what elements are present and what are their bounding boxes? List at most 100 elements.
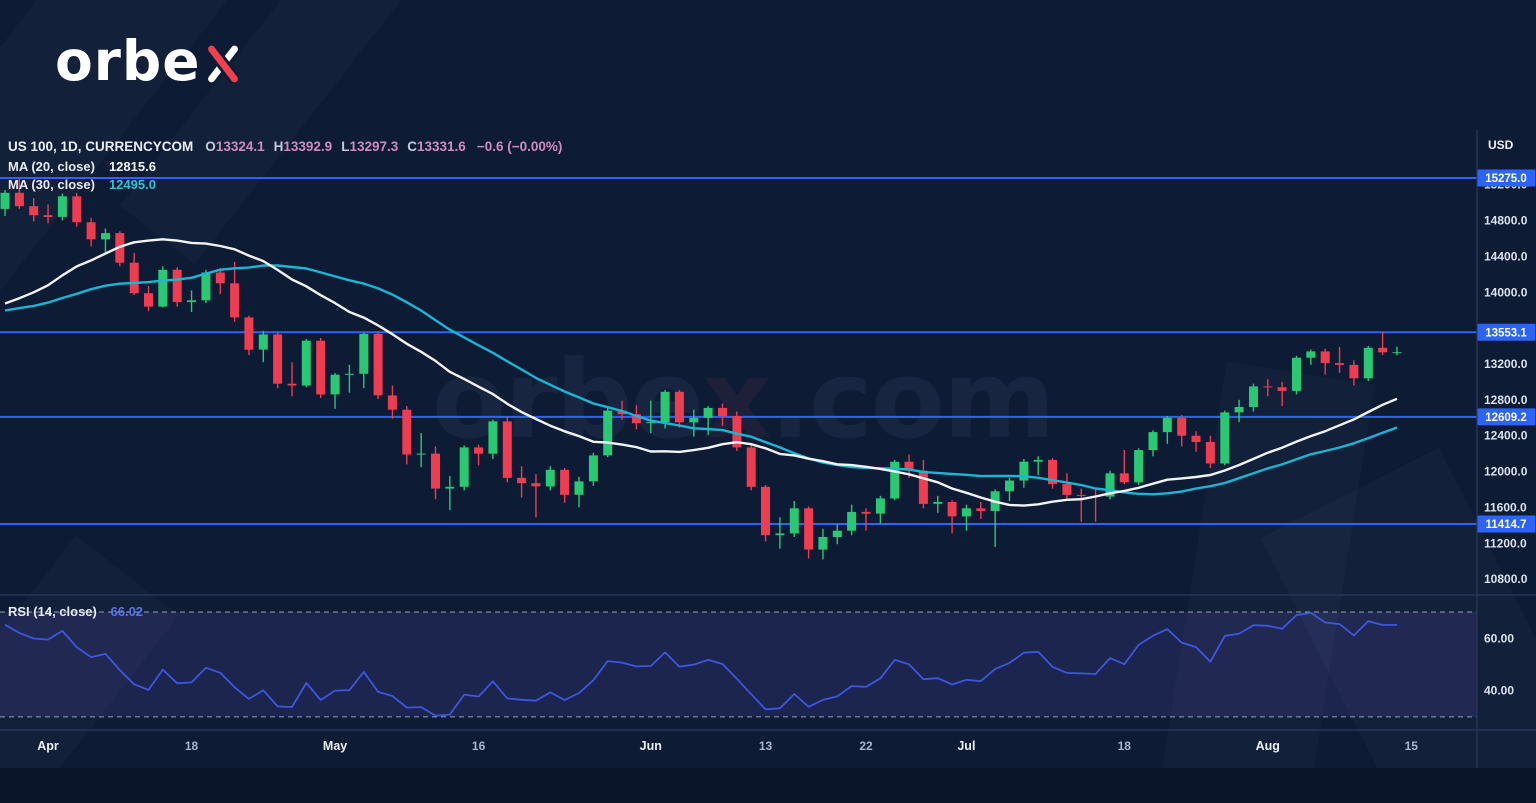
- candle-body: [631, 414, 641, 424]
- candle-body: [1378, 347, 1388, 353]
- candle-body: [201, 272, 211, 301]
- ma30-value: 12495.0: [108, 176, 156, 192]
- candle-body: [646, 422, 656, 424]
- price-level-badge-value: 15275.0: [1485, 173, 1527, 185]
- candle-body: [1249, 386, 1258, 407]
- time-axis-label: May: [323, 739, 347, 753]
- time-axis-label: Jul: [957, 739, 975, 753]
- candle-body: [1048, 459, 1057, 485]
- candle-body: [1349, 364, 1359, 379]
- candle-body: [1292, 357, 1301, 391]
- price-axis-tick: 12800.0: [1484, 393, 1528, 407]
- candle-body: [0, 192, 10, 209]
- candle-body: [230, 283, 240, 318]
- candle-body: [1306, 351, 1316, 358]
- candle-body: [674, 391, 684, 423]
- candle-body: [617, 410, 627, 415]
- orbex-logo: orbe: [55, 34, 243, 89]
- candle-body: [761, 486, 770, 536]
- candle-body: [144, 293, 153, 307]
- candle-body: [1134, 450, 1144, 483]
- ma20-line: [4, 238, 1398, 507]
- candle-body: [560, 469, 570, 495]
- candle-body: [373, 333, 383, 396]
- candle-body: [1162, 417, 1172, 433]
- rsi-line: [4, 611, 1398, 717]
- candle-body: [330, 374, 340, 395]
- candle-body: [1019, 461, 1029, 481]
- candle-body: [445, 486, 455, 489]
- candle-body: [933, 502, 943, 504]
- candle-body: [459, 447, 469, 487]
- time-axis-label: Apr: [37, 739, 59, 753]
- candle-body: [86, 222, 96, 240]
- candle-body: [1033, 459, 1043, 462]
- candle-body: [1119, 473, 1129, 483]
- candle-body: [732, 416, 742, 448]
- candle-body: [431, 453, 440, 489]
- chart-legend: US 100, 1D, CURRENCYCOM O13324.1 H13392.…: [8, 139, 562, 192]
- ma20-value: 12815.6: [108, 158, 156, 174]
- candle-body: [172, 269, 182, 303]
- ma20-label[interactable]: MA (20, close): [8, 158, 95, 174]
- ma30-legend-row: MA (30, close) 12495.0: [8, 177, 562, 192]
- candle-body: [832, 530, 842, 537]
- candle-body: [57, 196, 67, 217]
- candle-body: [101, 233, 110, 240]
- candle-body: [718, 407, 727, 416]
- candle-body: [1363, 347, 1373, 379]
- candle-body: [1220, 412, 1230, 464]
- time-axis[interactable]: Apr 18 May 16 Jun 13 22 Jul 18 Aug 15: [37, 739, 1418, 753]
- candle-body: [488, 421, 498, 454]
- candle-body: [316, 340, 326, 395]
- candle-body: [1335, 363, 1344, 365]
- candle-body: [1392, 352, 1402, 354]
- candle-body: [158, 269, 168, 307]
- logo-text: orbe: [55, 29, 201, 93]
- ohlc-high: H13392.9: [273, 139, 333, 154]
- candle-body: [502, 421, 512, 478]
- price-axis-tick: 10800.0: [1484, 572, 1528, 586]
- candle-body: [215, 272, 225, 284]
- candle-body: [1277, 387, 1287, 391]
- price-axis-tick: 13200.0: [1484, 357, 1528, 371]
- price-level-badge: [1477, 169, 1536, 187]
- rsi-legend-row: RSI (14, close) 66.02: [8, 604, 143, 619]
- candle-body: [1148, 432, 1158, 450]
- candle-body: [344, 373, 354, 375]
- candle-body: [29, 206, 39, 216]
- price-level-badge-value: 11414.7: [1486, 519, 1527, 531]
- price-axis-tick: 14800.0: [1484, 214, 1528, 228]
- price-axis-tick: 12400.0: [1484, 429, 1528, 443]
- ma30-label[interactable]: MA (30, close): [8, 176, 95, 192]
- candle-body: [574, 481, 584, 495]
- candle-body: [14, 192, 24, 207]
- candle-body: [387, 395, 397, 410]
- candle-body: [818, 537, 828, 550]
- candle-body: [43, 215, 53, 217]
- candle-body: [861, 511, 871, 514]
- candle-body: [1205, 442, 1215, 464]
- candle-body: [890, 461, 900, 499]
- rsi-band: [0, 612, 1477, 717]
- symbol-info-row: US 100, 1D, CURRENCYCOM O13324.1 H13392.…: [8, 139, 562, 154]
- candle-body: [875, 498, 885, 514]
- candle-body: [1105, 473, 1115, 497]
- symbol-title[interactable]: US 100, 1D, CURRENCYCOM: [8, 139, 194, 154]
- rsi-label[interactable]: RSI (14, close): [8, 604, 97, 619]
- price-level-badge-value: 12609.2: [1485, 412, 1527, 424]
- candle-body: [1263, 386, 1273, 388]
- ohlc-low: L13297.3: [341, 139, 399, 154]
- candle-body: [474, 447, 484, 454]
- candle-body: [660, 391, 670, 423]
- candle-body: [603, 410, 613, 456]
- watermark-text: .com: [769, 338, 1056, 463]
- candle-body: [746, 447, 756, 487]
- candle-body: [847, 511, 857, 531]
- time-axis-label: 15: [1405, 739, 1419, 753]
- price-axis-tick: 11600.0: [1484, 500, 1527, 514]
- price-axis[interactable]: USD15200.014800.014400.014000.013200.012…: [1477, 138, 1536, 698]
- price-axis-tick: 11200.0: [1484, 536, 1527, 550]
